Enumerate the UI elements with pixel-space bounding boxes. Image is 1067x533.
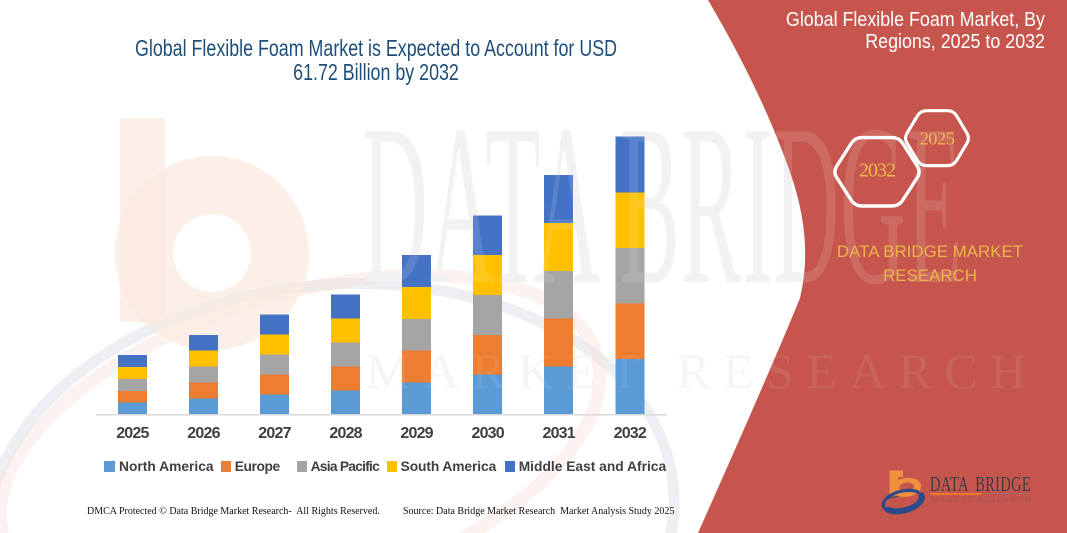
svg-text:2025: 2025	[920, 129, 955, 149]
svg-text:2032: 2032	[859, 160, 895, 182]
